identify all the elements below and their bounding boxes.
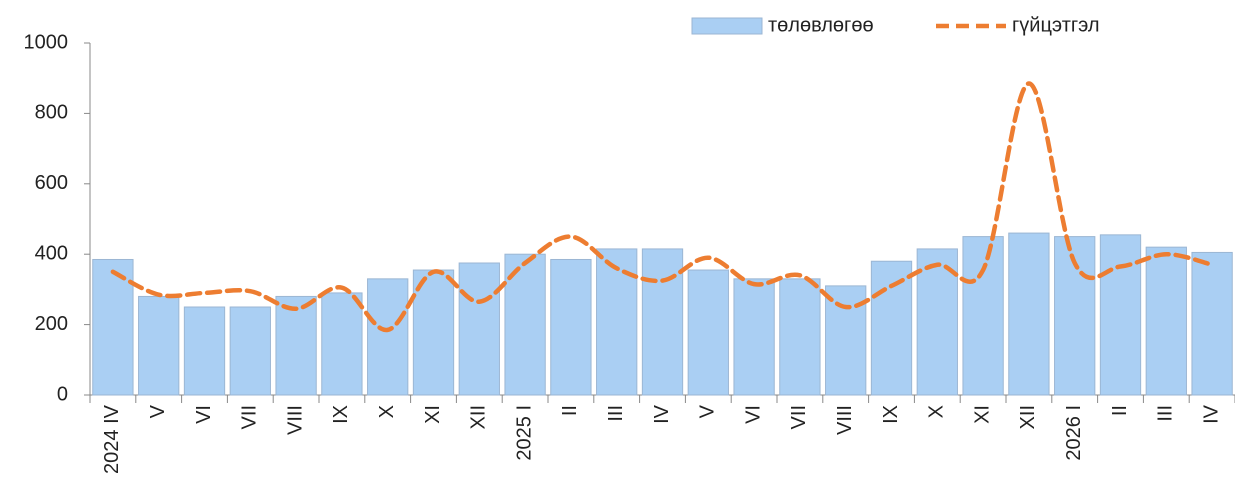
- legend-label: төлөвлөгөө: [768, 14, 874, 36]
- legend-label: гүйцэтгэл: [1012, 14, 1100, 36]
- x-tick-label: VIII: [834, 405, 856, 435]
- bar: [870, 260, 913, 396]
- bar: [367, 278, 409, 396]
- x-tick-label: VIII: [284, 405, 306, 435]
- x-tick-label: XII: [468, 405, 490, 429]
- x-tick-label: II: [1109, 405, 1131, 416]
- x-tick-label: 2025 I: [513, 405, 535, 461]
- y-tick-label: 600: [35, 172, 68, 194]
- x-tick-label: IV: [651, 404, 673, 424]
- bar: [229, 306, 271, 396]
- x-tick-label: VII: [788, 405, 810, 429]
- bar: [596, 248, 638, 396]
- x-tick-label: XI: [971, 405, 993, 424]
- bar: [962, 236, 1004, 396]
- x-tick-label: X: [926, 405, 948, 418]
- x-tick-label: V: [697, 404, 719, 418]
- bar: [1099, 234, 1142, 396]
- x-tick-label: IX: [880, 405, 902, 424]
- legend-swatch: [691, 17, 763, 35]
- y-tick-label: 200: [35, 313, 68, 335]
- bar: [92, 258, 134, 396]
- bar: [1145, 246, 1187, 396]
- bar: [779, 278, 821, 396]
- bar: [138, 295, 180, 396]
- x-tick-label: VI: [742, 405, 764, 424]
- bar: [412, 269, 455, 396]
- x-tick-label: II: [559, 405, 581, 416]
- line: [110, 81, 1215, 333]
- x-tick-label: 2026 I: [1063, 405, 1085, 461]
- x-tick-label: X: [376, 405, 398, 418]
- x-tick-label: IX: [330, 405, 352, 424]
- bar: [458, 262, 500, 396]
- bar: [550, 258, 592, 396]
- bar: [1191, 251, 1233, 396]
- x-tick-label: IV: [1200, 404, 1222, 424]
- bar: [275, 295, 317, 396]
- bar: [641, 248, 684, 396]
- x-tick-label: XI: [422, 405, 444, 424]
- y-tick-label: 400: [35, 242, 68, 264]
- x-tick-label: III: [1155, 405, 1177, 422]
- bar: [183, 306, 226, 396]
- x-tick-label: III: [605, 405, 627, 422]
- x-tick-label: VI: [193, 405, 215, 424]
- x-tick-label: VII: [239, 405, 261, 429]
- y-tick-label: 1000: [24, 31, 69, 53]
- bar: [733, 278, 775, 396]
- y-tick-label: 800: [35, 102, 68, 124]
- bar: [321, 292, 363, 396]
- x-tick-label: 2024 IV: [101, 404, 123, 474]
- bar: [1008, 232, 1050, 396]
- x-tick-label: V: [147, 404, 169, 418]
- x-tick-label: XII: [1017, 405, 1039, 429]
- bar: [687, 269, 729, 396]
- y-tick-label: 0: [57, 383, 68, 405]
- bar: [916, 248, 958, 396]
